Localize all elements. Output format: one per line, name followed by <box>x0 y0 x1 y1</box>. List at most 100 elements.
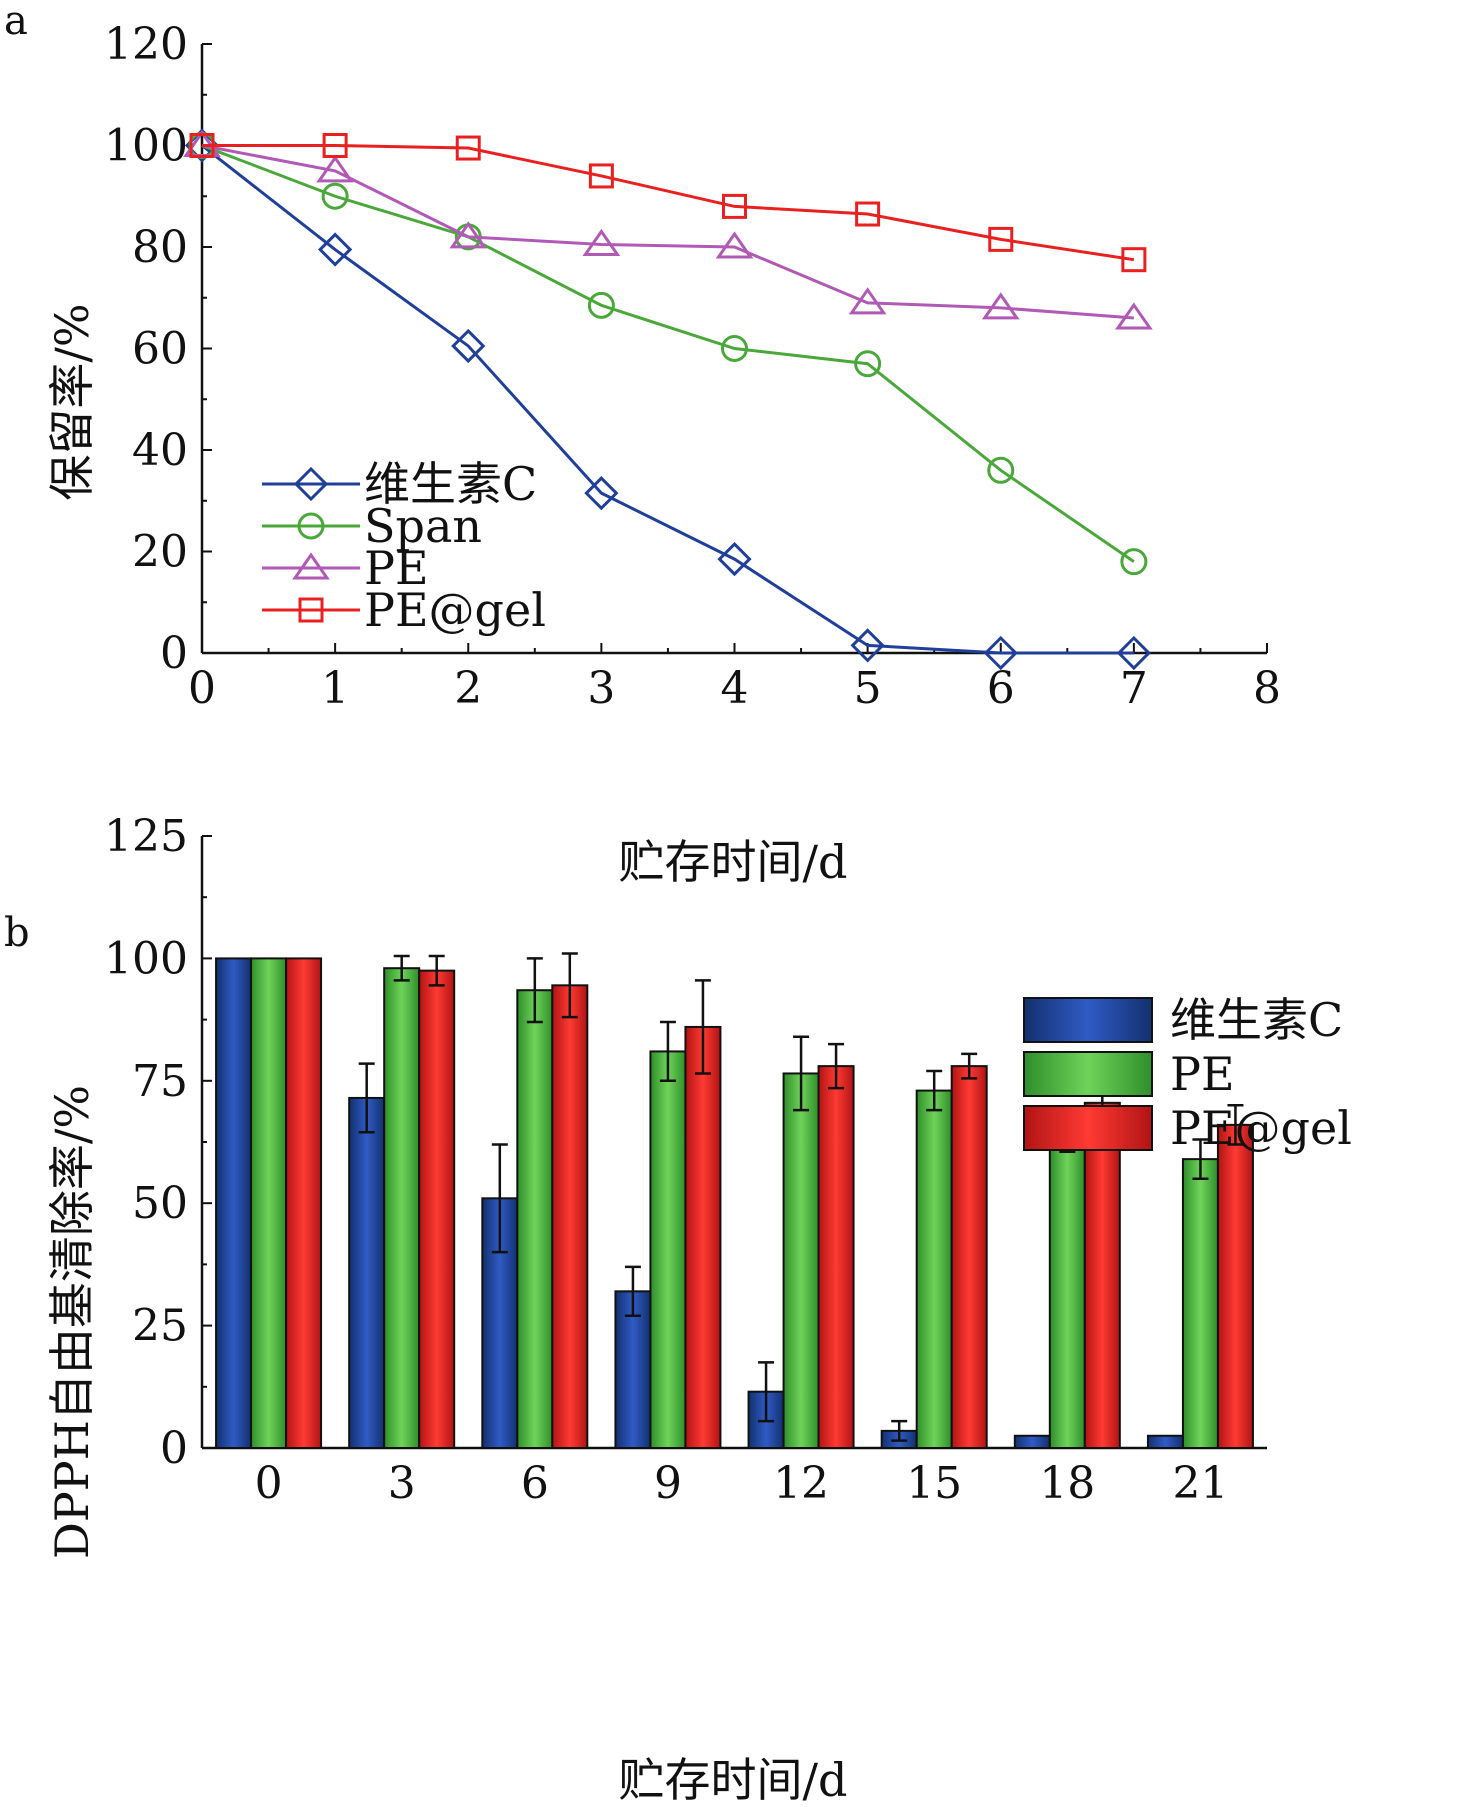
point-pe <box>848 287 887 315</box>
point-c <box>1116 635 1151 671</box>
error-bar-c-6 <box>491 1143 508 1254</box>
series-pe-a <box>183 129 1153 330</box>
legend-item-pe-b: PE <box>1023 1047 1235 1101</box>
line-c <box>201 144 1134 655</box>
legend-item-c-a: 维生素C <box>262 457 537 511</box>
error-bar-pe-6 <box>526 957 543 1024</box>
x-tick-label-a: 5 <box>854 663 882 714</box>
point-c <box>584 476 619 511</box>
bar-pe-6 <box>516 989 554 1449</box>
legend-marker-a <box>292 552 330 580</box>
x-tick-label-b: 9 <box>654 1458 682 1509</box>
x-tick-label-b: 12 <box>773 1458 829 1509</box>
y-tick-label-b: 50 <box>132 1178 188 1229</box>
point-pe-gel <box>455 135 481 161</box>
point-span <box>587 291 615 319</box>
bar-pe-12 <box>782 1072 820 1450</box>
point-pe-gel <box>322 133 348 158</box>
y-tick-label-a: 120 <box>104 19 188 70</box>
legend-label-b: PE@gel <box>1170 1101 1352 1155</box>
bar-pe-gel-18 <box>1083 1101 1121 1450</box>
error-bar-c-3 <box>358 1062 375 1134</box>
bar-pe-gel-9 <box>684 1025 722 1449</box>
line-pe-gel <box>202 144 1135 262</box>
x-axis-title-b: 贮存时间/d <box>619 1753 848 1807</box>
bar-pe-9 <box>649 1050 687 1449</box>
bar-pe-gel-3 <box>418 969 456 1449</box>
point-span <box>987 456 1015 484</box>
legend-label-a: PE <box>364 541 429 595</box>
error-bar-pe-9 <box>659 1020 676 1083</box>
bar-pe-18 <box>1048 1136 1086 1449</box>
y-tick-label-b: 125 <box>104 811 188 862</box>
legend-marker-a <box>297 512 325 540</box>
x-tick-label-a: 1 <box>321 663 349 714</box>
x-tick-label-a: 4 <box>721 663 749 714</box>
legend-marker-a <box>293 466 329 502</box>
series-c-a <box>184 128 1151 671</box>
series-span-a <box>188 132 1148 576</box>
point-pe-gel <box>1121 247 1147 273</box>
y-tick-label-a: 40 <box>132 425 188 476</box>
bar-pe-gel-21 <box>1216 1123 1254 1449</box>
line-pe <box>201 144 1134 320</box>
legend-label-b: PE <box>1170 1047 1235 1101</box>
series-pe-gel-a <box>189 133 1147 273</box>
error-bar-pe-gel-15 <box>961 1052 978 1080</box>
x-axis-title-a: 贮存时间/d <box>619 835 848 889</box>
bar-pe-0 <box>250 957 288 1450</box>
legend-item-pe-gel-b: PE@gel <box>1023 1101 1352 1155</box>
y-axis-title-b: DPPH自由基清除率/% <box>45 1085 99 1559</box>
legend-label-a: Span <box>364 499 482 553</box>
point-pe <box>981 292 1020 320</box>
x-tick-label-b: 15 <box>906 1458 962 1509</box>
bars-layer-b <box>215 952 1254 1450</box>
legend-label-a: PE@gel <box>364 583 546 637</box>
bar-c-18 <box>1013 1434 1051 1450</box>
point-c <box>451 328 486 364</box>
y-tick-label-a: 80 <box>132 222 188 273</box>
x-tick-label-b: 21 <box>1172 1458 1228 1509</box>
error-bar-pe-15 <box>926 1069 943 1112</box>
point-pe-gel <box>588 163 614 189</box>
error-bar-pe-21 <box>1192 1138 1209 1180</box>
bar-chart-panel-b: b 0 25 50 75 100 125 0 3 6 9 12 15 18 21 维生素CPEPE@gel… <box>4 811 1352 1807</box>
error-bar-pe-gel-21 <box>1227 1104 1244 1146</box>
y-tick-label-a: 20 <box>132 527 188 578</box>
point-span <box>854 350 882 378</box>
legend-swatch-b <box>1023 1105 1153 1151</box>
point-c <box>318 232 353 267</box>
bar-pe-gel-15 <box>950 1065 988 1450</box>
point-pe-gel <box>988 226 1014 252</box>
error-bar-c-15 <box>891 1419 908 1442</box>
error-bar-c-9 <box>624 1265 641 1318</box>
point-span <box>321 182 349 210</box>
point-pe <box>316 155 354 183</box>
legend-item-pe-a: PE <box>262 541 429 595</box>
legend-item-c-b: 维生素C <box>1023 993 1343 1047</box>
y-tick-label-b: 0 <box>160 1423 188 1474</box>
point-pe <box>1115 302 1153 330</box>
point-span <box>721 335 748 362</box>
x-tick-label-a: 8 <box>1253 663 1281 714</box>
x-tick-label-b: 18 <box>1039 1458 1095 1509</box>
x-tick-label-a: 0 <box>188 663 216 714</box>
bar-pe-21 <box>1181 1158 1219 1449</box>
x-tick-label-b: 0 <box>255 1458 283 1509</box>
error-bar-pe-gel-9 <box>694 979 711 1075</box>
bar-pe-15 <box>915 1089 953 1450</box>
y-tick-label-b: 25 <box>132 1301 188 1352</box>
legend-item-span-a: Span <box>262 499 482 553</box>
bar-c-3 <box>348 1096 386 1450</box>
series-layer-a <box>183 128 1153 671</box>
x-tick-label-a: 3 <box>587 663 615 714</box>
x-tick-label-a: 7 <box>1120 663 1148 714</box>
legend-label-a: 维生素C <box>364 457 537 511</box>
bar-c-0 <box>215 957 253 1450</box>
error-bar-pe-3 <box>393 954 410 982</box>
point-pe-gel <box>722 193 747 219</box>
legend-swatch-b <box>1023 1051 1153 1097</box>
